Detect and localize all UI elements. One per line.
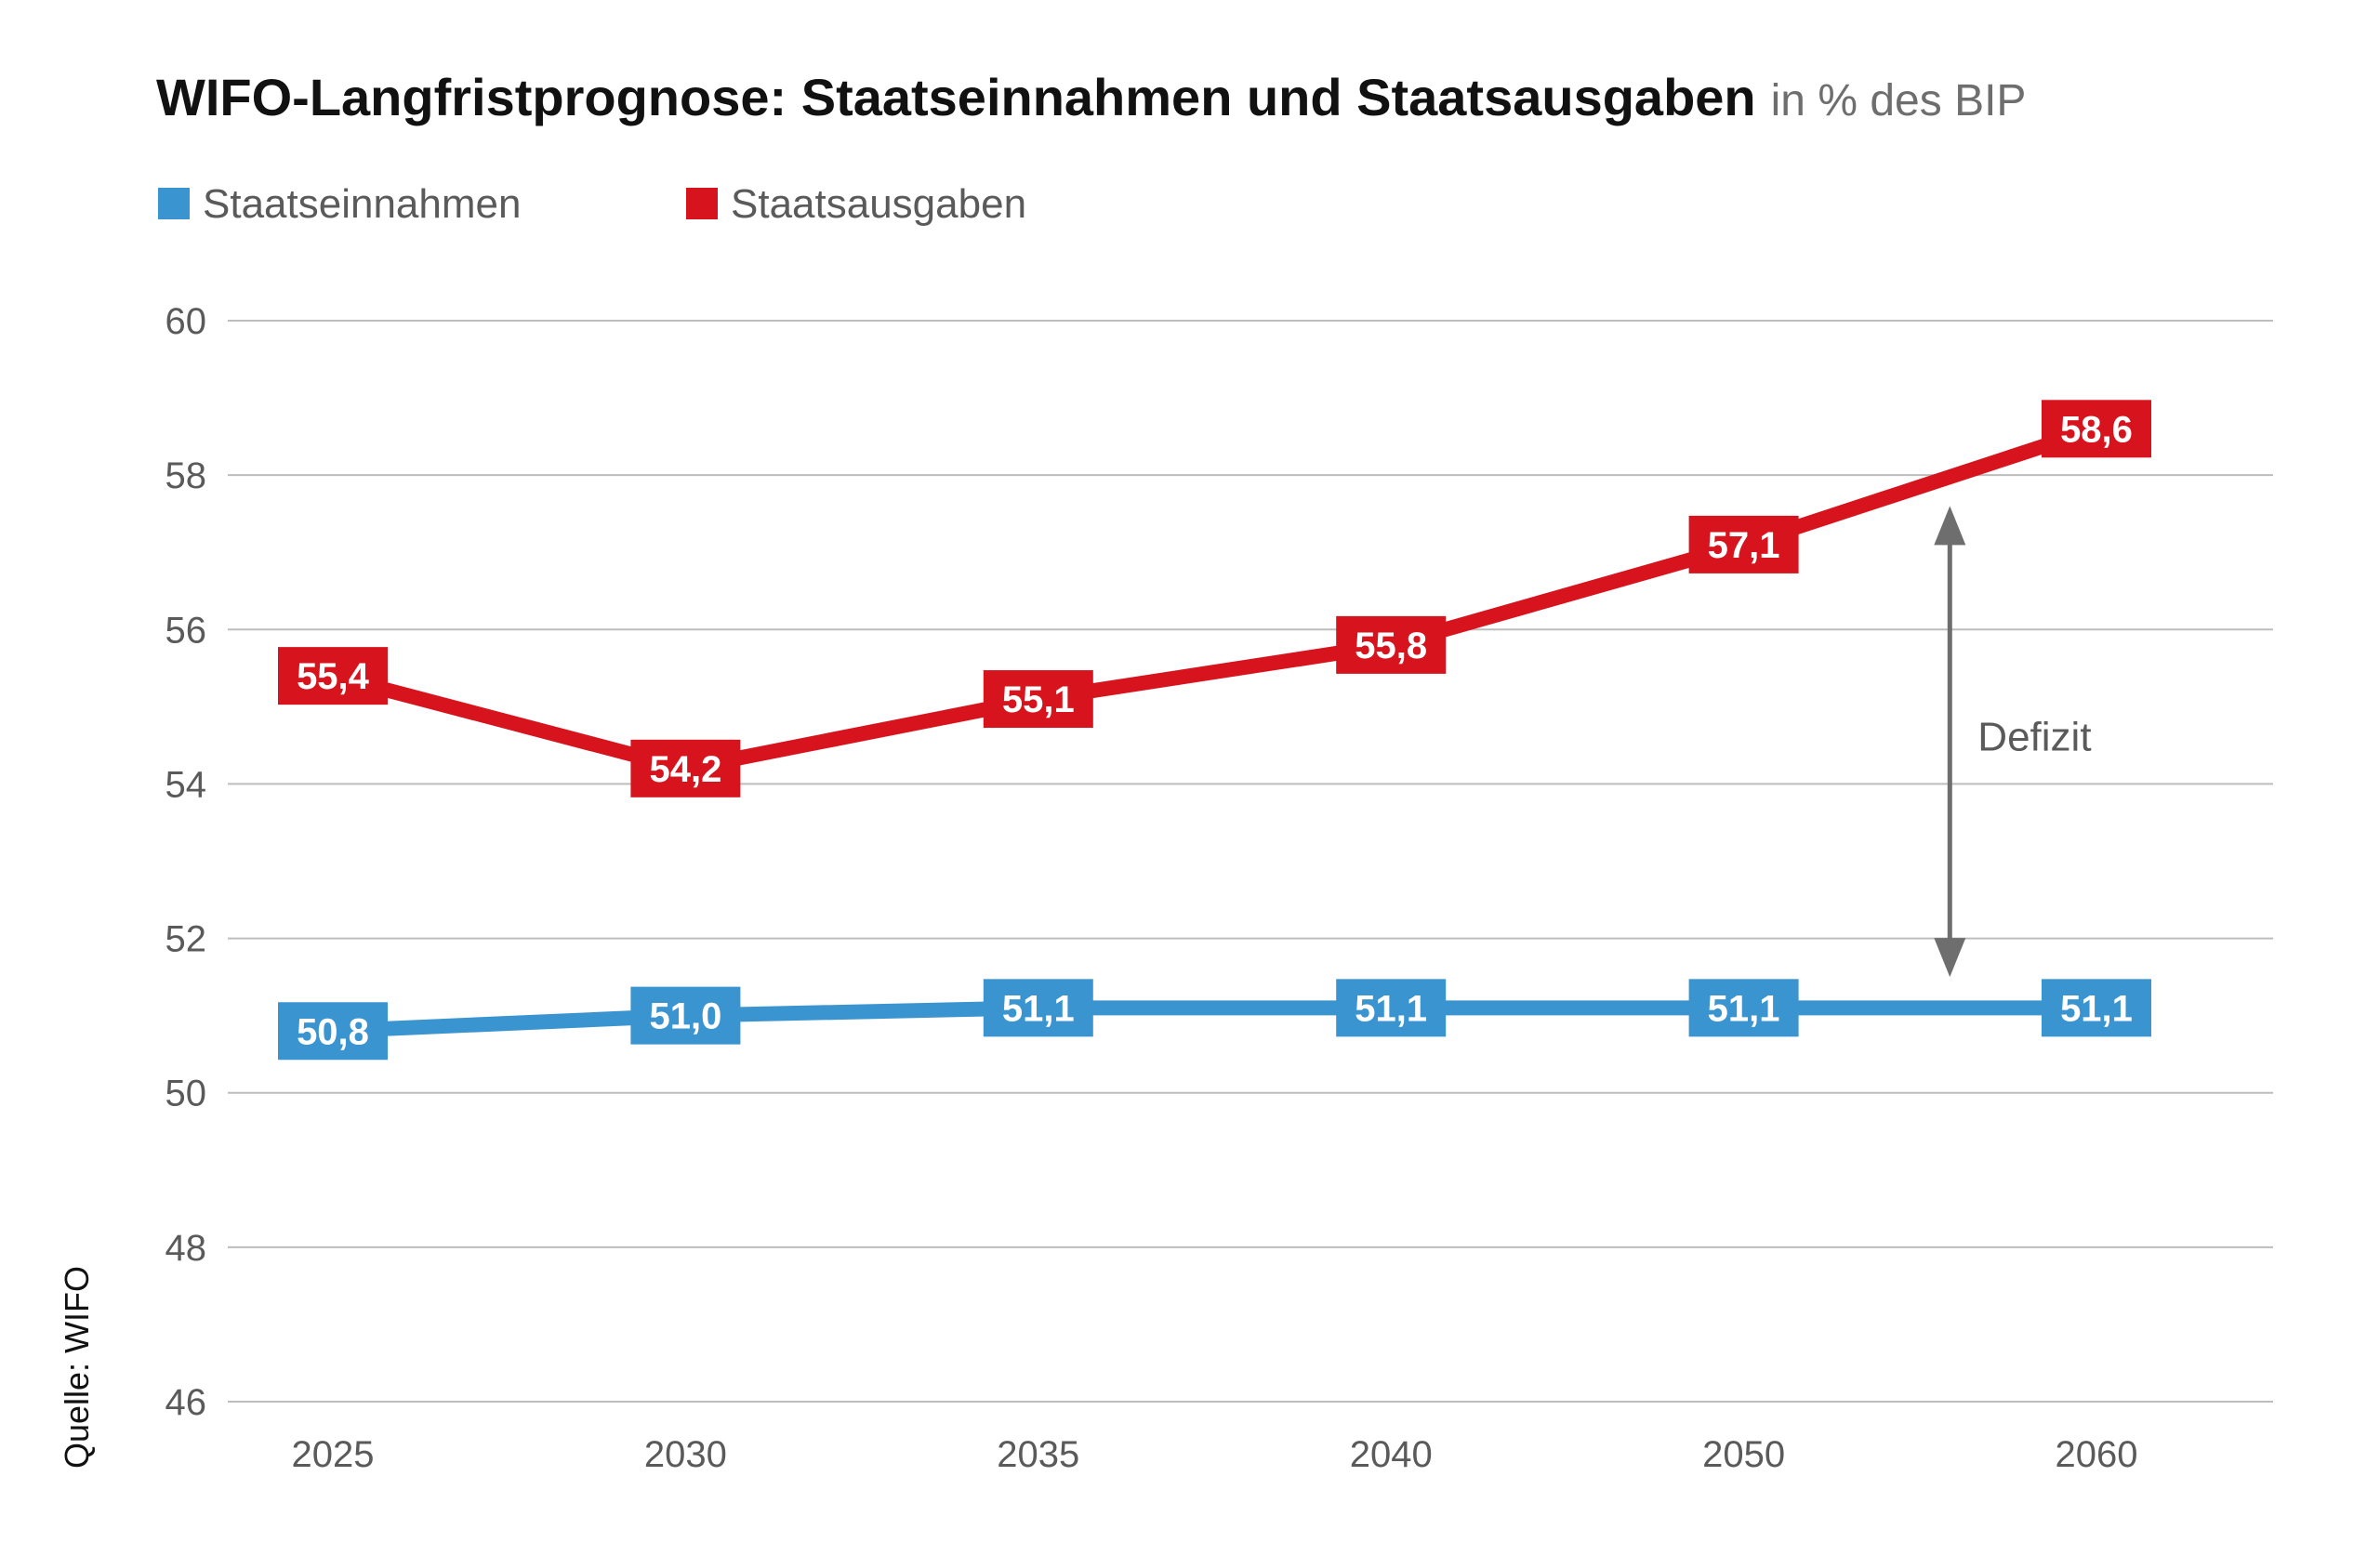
- y-tick-label-48: 48: [165, 1228, 207, 1269]
- chart-title-main: WIFO-Langfristprognose: Staatseinnahmen …: [156, 68, 1756, 126]
- y-tick-label-50: 50: [165, 1074, 207, 1114]
- grid: [228, 320, 2273, 1403]
- x-tick-label-2040: 2040: [1350, 1434, 1433, 1475]
- deficit-arrow-head-bottom: [1934, 938, 1966, 978]
- data-label-box: [2042, 979, 2151, 1037]
- x-tick-label-2030: 2030: [644, 1434, 727, 1475]
- data-label-box: [1688, 979, 1799, 1037]
- data-label: 51,1: [1355, 988, 1427, 1029]
- chart-subtitle: in % des BIP: [1771, 76, 2027, 125]
- data-point-staatsausgaben-2030: 54,2: [630, 739, 741, 797]
- data-label: 51,0: [649, 996, 721, 1037]
- data-point-staatseinnahmen-2060: 51,1: [2042, 979, 2151, 1037]
- series-line-staatseinnahmen: [325, 1000, 2104, 1039]
- deficit-arrow-head-top: [1934, 506, 1966, 546]
- deficit-annotation: Defizit: [1934, 506, 2092, 978]
- y-tick-label-56: 56: [165, 610, 207, 651]
- data-label: 51,1: [1002, 988, 1075, 1029]
- data-point-staatsausgaben-2050: 57,1: [1688, 515, 1799, 573]
- legend-swatch-staatsausgaben: [686, 188, 718, 219]
- data-point-staatseinnahmen-2040: 51,1: [1336, 979, 1447, 1037]
- data-point-staatsausgaben-2035: 55,1: [983, 670, 1093, 729]
- data-label-box: [278, 1002, 388, 1061]
- legend-label-staatsausgaben: Staatsausgaben: [731, 181, 1026, 227]
- deficit-label: Defizit: [1977, 715, 2091, 760]
- data-point-staatsausgaben-2040: 55,8: [1336, 615, 1447, 674]
- data-point-staatseinnahmen-2025: 50,8: [278, 1002, 388, 1061]
- legend: Staatseinnahmen Staatsausgaben: [158, 181, 1026, 227]
- x-tick-label-2035: 2035: [997, 1434, 1079, 1475]
- data-label-box: [1688, 515, 1799, 573]
- data-label: 55,8: [1355, 626, 1427, 666]
- data-label: 55,4: [297, 656, 370, 697]
- y-tick-label-54: 54: [165, 764, 207, 805]
- x-tick-label-2060: 2060: [2056, 1434, 2138, 1475]
- data-point-staatseinnahmen-2030: 51,0: [630, 986, 741, 1045]
- legend-swatch-staatseinnahmen: [158, 188, 190, 219]
- data-point-staatsausgaben-2025: 55,4: [278, 647, 388, 705]
- data-label: 55,1: [1002, 679, 1075, 720]
- y-axis-ticks: 46 48 50 52 54 56 58 60: [165, 301, 207, 1423]
- series-staatsausgaben: 55,4 54,2 55,1 55,8 57,1 58,6: [278, 400, 2151, 797]
- y-tick-label-52: 52: [165, 919, 207, 960]
- x-axis-ticks: 2025 2030 2035 2040 2050 2060: [292, 1434, 2138, 1475]
- data-label-box: [630, 739, 741, 797]
- x-tick-label-2025: 2025: [292, 1434, 375, 1475]
- chart-title: WIFO-Langfristprognose: Staatseinnahmen …: [156, 68, 2026, 126]
- data-label: 58,6: [2060, 409, 2133, 450]
- data-label-box: [278, 647, 388, 705]
- series-staatseinnahmen: 50,8 51,0 51,1 51,1 51,1 51,1: [278, 979, 2151, 1061]
- y-tick-label-46: 46: [165, 1382, 207, 1423]
- data-point-staatseinnahmen-2050: 51,1: [1688, 979, 1799, 1037]
- data-label-box: [1336, 979, 1447, 1037]
- data-label: 54,2: [649, 749, 721, 790]
- data-label-box: [983, 670, 1093, 729]
- x-tick-label-2050: 2050: [1702, 1434, 1785, 1475]
- data-label: 51,1: [1708, 988, 1780, 1029]
- y-tick-label-60: 60: [165, 301, 207, 342]
- y-tick-label-58: 58: [165, 455, 207, 496]
- series-line-staatsausgaben: [325, 421, 2104, 776]
- data-label: 51,1: [2060, 988, 2133, 1029]
- data-label-box: [983, 979, 1093, 1037]
- data-label: 50,8: [297, 1011, 369, 1052]
- data-label-box: [630, 986, 741, 1045]
- data-label-box: [2042, 400, 2151, 458]
- data-label: 57,1: [1708, 525, 1780, 566]
- data-point-staatsausgaben-2060: 58,6: [2042, 400, 2151, 458]
- legend-label-staatseinnahmen: Staatseinnahmen: [203, 181, 521, 227]
- series: 50,8 51,0 51,1 51,1 51,1 51,1 55,4 54,2 55,1 55,8…: [278, 400, 2151, 1061]
- data-label-box: [1336, 615, 1447, 674]
- source-note: Quelle: WIFO: [58, 1266, 96, 1469]
- data-point-staatseinnahmen-2035: 51,1: [983, 979, 1093, 1037]
